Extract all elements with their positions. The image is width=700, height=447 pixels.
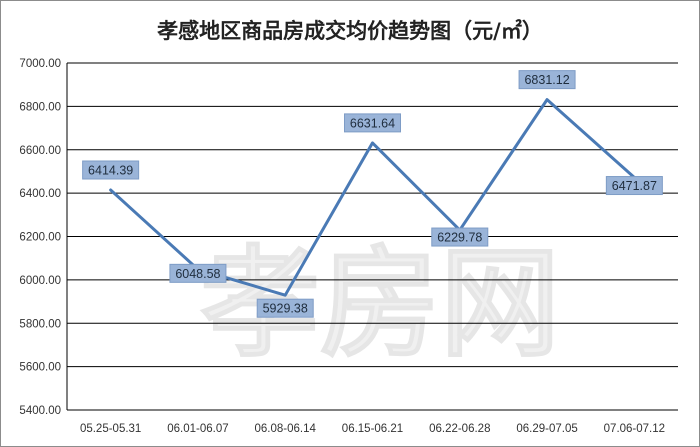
gridlines bbox=[66, 62, 678, 411]
y-tick-label: 6400.00 bbox=[19, 188, 61, 200]
x-tick-label: 06.01-06.07 bbox=[167, 423, 228, 435]
x-tick-label: 06.29-07.05 bbox=[516, 423, 577, 435]
y-tick-label: 7000.00 bbox=[19, 58, 61, 70]
data-label: 6048.58 bbox=[175, 267, 220, 281]
data-label-box bbox=[518, 70, 576, 90]
data-label: 6414.39 bbox=[88, 164, 133, 178]
data-label-box bbox=[431, 227, 489, 247]
y-tick-label: 6800.00 bbox=[19, 101, 61, 113]
data-label: 5929.38 bbox=[263, 302, 308, 316]
data-label-box bbox=[605, 176, 663, 196]
data-label-box bbox=[344, 113, 401, 133]
y-tick-label: 6000.00 bbox=[19, 275, 61, 287]
x-tick-label: 06.22-06.28 bbox=[429, 423, 490, 435]
y-tick-label: 5600.00 bbox=[19, 362, 61, 374]
x-tick-label: 06.15-06.21 bbox=[342, 423, 403, 435]
x-tick-label: 05.25-05.31 bbox=[80, 423, 141, 435]
data-label: 6631.64 bbox=[350, 116, 395, 130]
data-label-box bbox=[169, 263, 227, 283]
chart-title: 孝感地区商品房成交均价趋势图（元/㎡） bbox=[157, 18, 543, 43]
data-label: 6471.87 bbox=[612, 179, 657, 193]
y-tick-label: 5400.00 bbox=[19, 405, 61, 417]
y-tick-label: 6200.00 bbox=[19, 232, 61, 244]
data-label: 6831.12 bbox=[524, 73, 569, 87]
watermark: 孝房网 bbox=[200, 235, 560, 374]
data-labels: 6414.39 6048.58 5929.38 6631.64 6229.78 6831.… bbox=[82, 70, 663, 318]
x-tick-label: 07.06-07.12 bbox=[604, 423, 665, 435]
x-axis-ticks: 05.25-05.31 06.01-06.07 06.08-06.14 06.15-0… bbox=[80, 423, 665, 435]
data-label-box bbox=[82, 160, 140, 180]
y-tick-label: 5800.00 bbox=[19, 318, 61, 330]
data-label: 6229.78 bbox=[437, 231, 482, 245]
y-tick-label: 6600.00 bbox=[19, 145, 61, 157]
y-axis-ticks: 5400.00 5600.00 5800.00 6000.00 6200.00 6400.… bbox=[19, 58, 61, 417]
data-label-box bbox=[256, 298, 314, 318]
x-tick-label: 06.08-06.14 bbox=[255, 423, 317, 435]
